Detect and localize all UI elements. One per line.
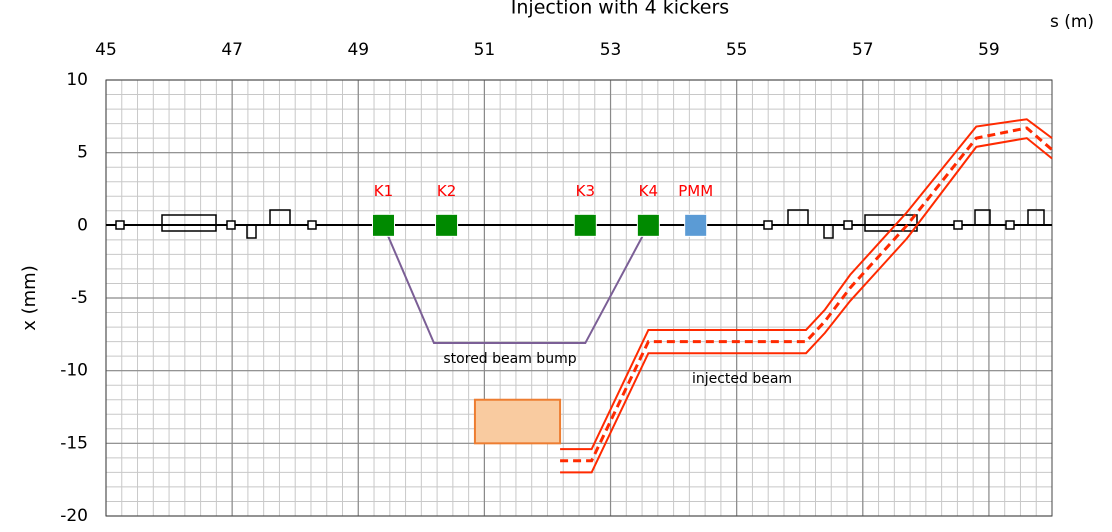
kicker: [435, 213, 459, 237]
dipole: [161, 214, 217, 232]
corrector: [787, 209, 809, 225]
line: [560, 118, 1053, 451]
y-tick-label: -10: [60, 361, 88, 381]
kicker: [684, 213, 708, 237]
kicker-label: PMM: [678, 182, 713, 200]
chart-title: Injection with 4 kickers: [511, 0, 729, 19]
quad: [307, 220, 317, 230]
kicker-label: K3: [576, 182, 595, 200]
quad: [843, 220, 853, 230]
x-tick-label: 45: [95, 40, 117, 60]
corrector: [974, 209, 991, 225]
x-axis-label: s (m): [1050, 12, 1094, 32]
plot-frame: [105, 79, 1053, 517]
y-tick-label: 5: [77, 143, 88, 163]
line: [560, 137, 1053, 474]
kicker: [573, 213, 597, 237]
kicker-label: K4: [639, 182, 658, 200]
kicker-label: K1: [374, 182, 393, 200]
y-tick-label: 0: [77, 215, 88, 235]
grid: [105, 79, 1053, 517]
quad: [953, 220, 963, 230]
y-tick-label: 10: [66, 70, 88, 90]
kicker: [636, 213, 660, 237]
kicker-label: K2: [437, 182, 456, 200]
quad: [226, 220, 236, 230]
corrector: [269, 209, 291, 225]
corrector: [823, 225, 834, 239]
corrector: [246, 225, 257, 239]
annotation: stored beam bump: [443, 351, 576, 367]
x-tick-label: 55: [726, 40, 748, 60]
kicker: [371, 213, 395, 237]
quad: [763, 220, 773, 230]
x-tick-label: 49: [347, 40, 369, 60]
x-tick-label: 51: [474, 40, 496, 60]
line: [560, 126, 1053, 463]
annotation: injected beam: [692, 371, 792, 387]
quad: [1005, 220, 1015, 230]
quad: [115, 220, 125, 230]
line: [382, 224, 650, 345]
corrector: [1027, 209, 1045, 225]
y-tick-label: -20: [60, 506, 88, 526]
x-tick-label: 57: [852, 40, 874, 60]
x-tick-label: 47: [221, 40, 243, 60]
x-tick-label: 59: [978, 40, 1000, 60]
y-tick-label: -15: [60, 433, 88, 453]
y-axis-label: x (mm): [19, 265, 40, 331]
y-tick-label: -5: [71, 288, 88, 308]
septum: [473, 398, 562, 445]
x-tick-label: 53: [600, 40, 622, 60]
